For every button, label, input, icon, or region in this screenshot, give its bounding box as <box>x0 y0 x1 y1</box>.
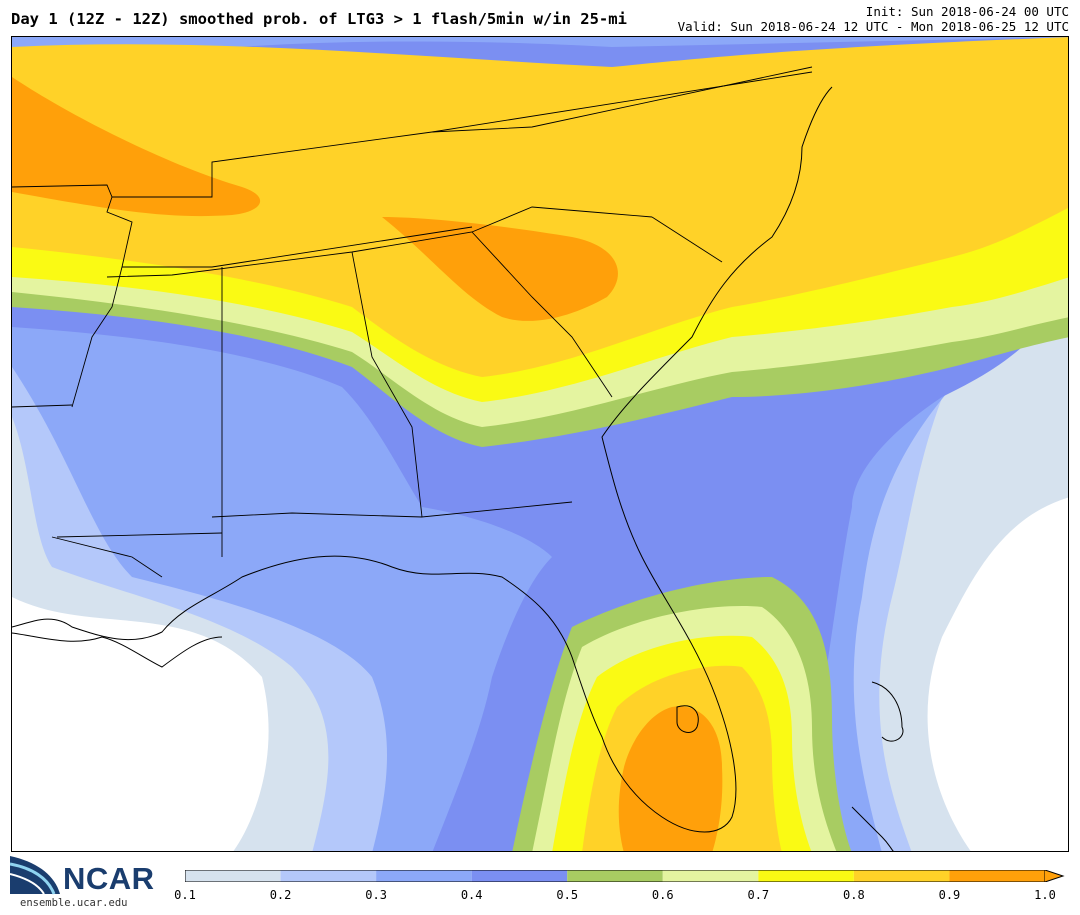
coastline <box>12 86 904 851</box>
colorbar-tick-label: 0.6 <box>651 888 674 902</box>
colorbar-cell <box>853 870 950 882</box>
colorbar-tick-label: 0.7 <box>747 888 770 902</box>
band-0-8 <box>12 37 1068 851</box>
valid-time: Valid: Sun 2018-06-24 12 UTC - Mon 2018-… <box>677 19 1069 34</box>
colorbar-tick-label: 0.9 <box>938 888 961 902</box>
band-0-9 <box>12 77 723 851</box>
state-boundaries <box>12 66 813 578</box>
probability-field <box>12 37 1068 851</box>
colorbar-tick-label: 0.5 <box>556 888 579 902</box>
colorbar-tick-label: 0.8 <box>843 888 865 902</box>
colorbar-cell <box>949 870 1045 882</box>
colorbar-cell <box>471 870 568 882</box>
colorbar-tick-label: 0.1 <box>174 888 196 902</box>
map-title: Day 1 (12Z - 12Z) smoothed prob. of LTG3… <box>11 10 627 28</box>
colorbar-cell <box>376 870 472 882</box>
logo-url: ensemble.ucar.edu <box>20 897 128 909</box>
run-info: Init: Sun 2018-06-24 00 UTC Valid: Sun 2… <box>678 4 1069 34</box>
logo-wordmark: NCAR <box>63 861 155 896</box>
colorbar-ticks: 0.1 0.2 0.3 0.4 0.5 0.6 0.7 0.8 0.9 1.0 <box>174 888 1065 904</box>
colorbar-cell <box>185 870 281 882</box>
colorbar-cell <box>758 870 854 882</box>
probability-map <box>11 36 1069 852</box>
colorbar-tick-label: 0.4 <box>460 888 483 902</box>
init-time: Init: Sun 2018-06-24 00 UTC <box>865 4 1069 19</box>
colorbar-tick-label: 0.3 <box>365 888 387 902</box>
colorbar-tick-label: 0.2 <box>269 888 292 902</box>
colorbar-extend-arrow <box>1044 870 1065 882</box>
colorbar-cell <box>280 870 377 882</box>
colorbar <box>185 870 1065 882</box>
colorbar-tick-label: 1.0 <box>1034 888 1056 902</box>
colorbar-cell <box>567 870 663 882</box>
ncar-logo <box>10 856 60 895</box>
colorbar-cell <box>662 870 759 882</box>
